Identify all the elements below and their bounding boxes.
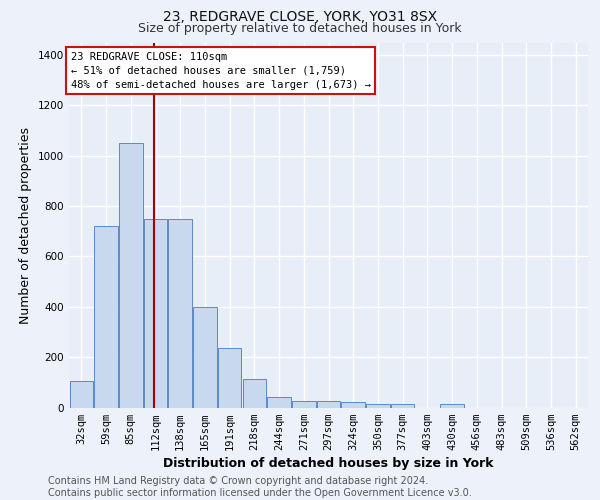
Bar <box>218 348 241 408</box>
Bar <box>292 400 316 407</box>
Bar <box>193 307 217 408</box>
Bar <box>144 218 167 408</box>
Bar <box>94 226 118 408</box>
Bar <box>440 404 464 407</box>
Bar <box>366 404 389 407</box>
Text: Size of property relative to detached houses in York: Size of property relative to detached ho… <box>138 22 462 35</box>
Bar <box>169 218 192 408</box>
Bar <box>70 381 93 407</box>
Text: Contains HM Land Registry data © Crown copyright and database right 2024.
Contai: Contains HM Land Registry data © Crown c… <box>48 476 472 498</box>
Bar <box>268 398 291 407</box>
Bar <box>317 400 340 407</box>
X-axis label: Distribution of detached houses by size in York: Distribution of detached houses by size … <box>163 457 494 470</box>
Text: 23 REDGRAVE CLOSE: 110sqm
← 51% of detached houses are smaller (1,759)
48% of se: 23 REDGRAVE CLOSE: 110sqm ← 51% of detac… <box>71 52 371 90</box>
Bar <box>391 404 415 407</box>
Bar <box>242 378 266 408</box>
Bar <box>341 402 365 407</box>
Text: 23, REDGRAVE CLOSE, YORK, YO31 8SX: 23, REDGRAVE CLOSE, YORK, YO31 8SX <box>163 10 437 24</box>
Bar <box>119 143 143 407</box>
Y-axis label: Number of detached properties: Number of detached properties <box>19 126 32 324</box>
